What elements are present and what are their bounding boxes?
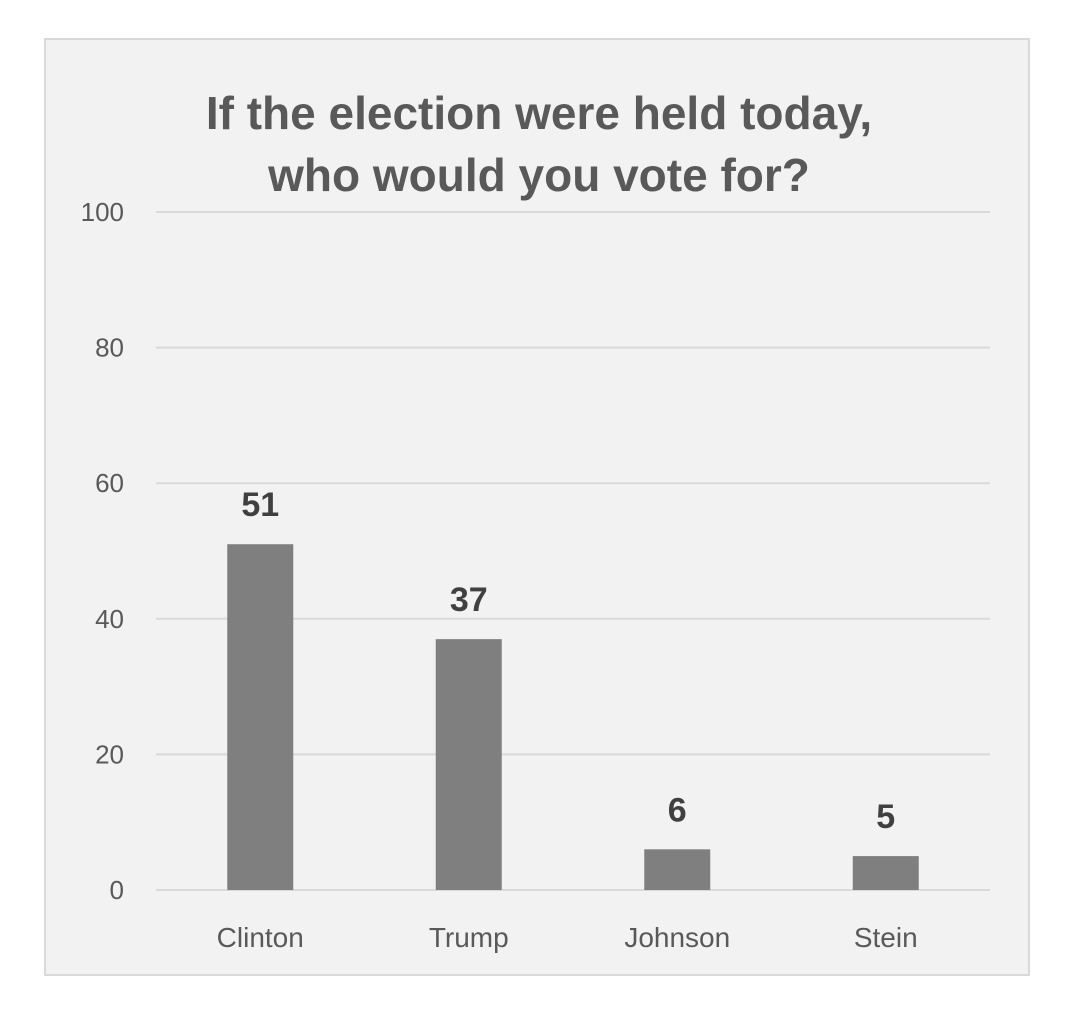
bars	[227, 544, 919, 890]
x-axis-categories: Clinton Trump Johnson Stein	[217, 922, 918, 953]
y-tick-label: 80	[95, 333, 124, 363]
y-tick-label: 40	[95, 604, 124, 634]
y-tick-label: 60	[95, 468, 124, 498]
bar-chart: 0 20 40 60 80 100 51 37 6 5 Clinton Trump Johnson S…	[81, 197, 990, 953]
y-axis-ticks: 0 20 40 60 80 100	[81, 197, 124, 905]
chart-area: If the election were held today, who wou…	[44, 38, 1030, 976]
data-labels: 51 37 6 5	[241, 486, 895, 836]
bar	[852, 856, 919, 890]
y-tick-label: 100	[81, 197, 124, 227]
y-tick-label: 0	[110, 875, 124, 905]
data-label: 51	[241, 486, 279, 524]
bar	[435, 639, 502, 890]
chart-title: If the election were held today, who wou…	[46, 82, 1032, 206]
chart-title-line-1: If the election were held today,	[205, 87, 873, 139]
bar	[644, 849, 711, 890]
gridlines	[156, 211, 990, 891]
chart-title-line-2: who would you vote for?	[268, 149, 810, 201]
data-label: 37	[450, 581, 488, 619]
x-tick-label: Johnson	[624, 922, 730, 953]
x-tick-label: Trump	[429, 922, 509, 953]
x-tick-label: Stein	[854, 922, 918, 953]
x-tick-label: Clinton	[217, 922, 304, 953]
data-label: 5	[876, 798, 895, 836]
bar	[227, 544, 294, 890]
y-tick-label: 20	[95, 739, 124, 769]
data-label: 6	[668, 791, 687, 829]
